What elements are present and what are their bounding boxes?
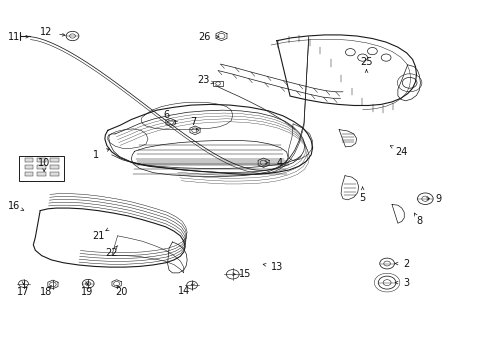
Text: 16: 16	[8, 201, 20, 211]
Text: 12: 12	[40, 27, 53, 37]
Text: 10: 10	[38, 158, 50, 168]
Bar	[24, 165, 33, 169]
Text: 22: 22	[105, 248, 118, 258]
Bar	[37, 172, 46, 176]
Bar	[37, 165, 46, 169]
Bar	[24, 172, 33, 176]
Text: 7: 7	[191, 117, 196, 127]
Bar	[37, 158, 46, 162]
Text: 17: 17	[17, 287, 30, 297]
Text: 9: 9	[436, 194, 441, 204]
Text: 19: 19	[81, 287, 93, 297]
Text: 23: 23	[197, 75, 210, 85]
Text: 6: 6	[164, 110, 170, 120]
Text: 4: 4	[276, 158, 282, 168]
Text: 5: 5	[360, 193, 366, 203]
Text: 2: 2	[404, 258, 410, 269]
Text: 25: 25	[360, 57, 373, 67]
Text: 21: 21	[92, 231, 104, 241]
Bar	[50, 158, 59, 162]
Bar	[213, 81, 223, 86]
Bar	[50, 172, 59, 176]
Bar	[24, 158, 33, 162]
Text: 15: 15	[239, 269, 251, 279]
Text: 18: 18	[40, 287, 53, 297]
Bar	[19, 156, 64, 181]
Text: 1: 1	[93, 150, 98, 160]
Text: 20: 20	[115, 287, 128, 297]
Text: 13: 13	[270, 262, 283, 272]
Text: 8: 8	[416, 216, 422, 226]
Text: 24: 24	[395, 147, 408, 157]
Text: 14: 14	[177, 286, 190, 296]
Text: 3: 3	[404, 278, 410, 288]
Text: 26: 26	[198, 32, 211, 42]
Text: 11: 11	[8, 32, 20, 42]
Bar	[50, 165, 59, 169]
